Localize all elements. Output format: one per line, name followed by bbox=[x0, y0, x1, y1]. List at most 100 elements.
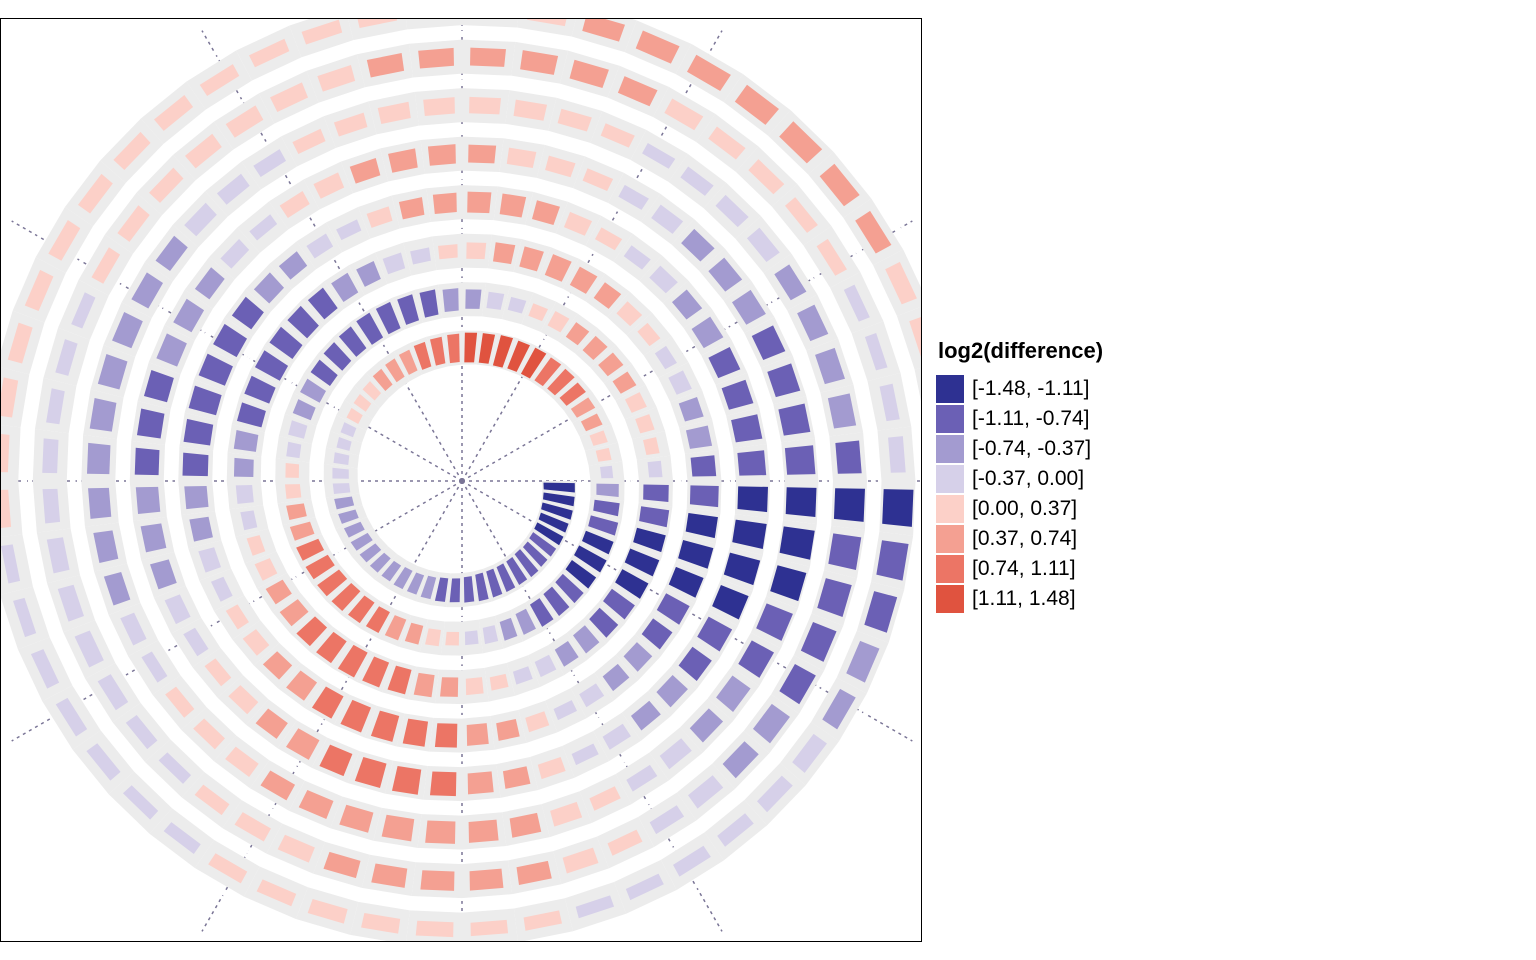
spiral-bar bbox=[864, 591, 898, 633]
spiral-bar bbox=[313, 172, 345, 199]
spiral-bar bbox=[543, 492, 575, 507]
spiral-bar bbox=[588, 515, 619, 536]
spiral-bar bbox=[278, 251, 308, 280]
spiral-bar bbox=[507, 296, 527, 314]
spiral-bar bbox=[256, 879, 297, 907]
spiral-bar bbox=[269, 326, 303, 360]
spiral-bar bbox=[708, 257, 743, 292]
spiral-bar bbox=[154, 94, 194, 131]
spiral-bar bbox=[554, 641, 579, 667]
spiral-bar bbox=[117, 205, 150, 242]
spiral-bar bbox=[404, 622, 424, 645]
spiral-bar bbox=[656, 593, 690, 625]
spiral-bar bbox=[520, 347, 547, 379]
spiral-bar bbox=[623, 245, 651, 270]
spiral-bar bbox=[372, 368, 393, 391]
spiral-bar bbox=[189, 516, 213, 542]
spiral-bar bbox=[465, 289, 482, 309]
spiral-bar bbox=[236, 402, 266, 428]
spiral-bar bbox=[678, 397, 704, 422]
spiral-bar bbox=[74, 630, 104, 668]
spiral-bar bbox=[377, 101, 411, 125]
spiral-bar bbox=[225, 604, 249, 630]
spiral-bar bbox=[668, 566, 704, 598]
spiral-bar bbox=[519, 246, 544, 272]
spiral-bar bbox=[785, 197, 818, 233]
spiral-bar bbox=[103, 572, 131, 606]
spiral-bar bbox=[354, 757, 387, 789]
spiral-bar bbox=[557, 108, 592, 132]
spiral-bar bbox=[220, 238, 250, 269]
spiral-bar bbox=[136, 408, 165, 439]
spiral-bar bbox=[397, 294, 420, 325]
spiral-bar bbox=[77, 173, 113, 214]
spiral-bar bbox=[143, 370, 174, 403]
spiral-bar bbox=[388, 148, 418, 173]
spiral-bar bbox=[731, 414, 763, 443]
legend-swatch bbox=[936, 555, 964, 583]
spiral-bar bbox=[876, 540, 909, 581]
spiral-bar bbox=[737, 486, 769, 513]
spiral-bar bbox=[135, 486, 161, 514]
spiral-bar bbox=[194, 784, 230, 816]
spiral-bar bbox=[447, 333, 460, 364]
turn-separator bbox=[120, 127, 828, 810]
spiral-bar bbox=[513, 99, 548, 121]
spiral-bar bbox=[833, 488, 865, 522]
spiral-bar bbox=[690, 455, 717, 477]
spiral-bar bbox=[438, 244, 458, 260]
spiral-bar bbox=[434, 577, 449, 602]
spiral-bar bbox=[545, 155, 576, 178]
spiral-bar bbox=[580, 413, 603, 432]
spiral-bar bbox=[478, 333, 496, 364]
spiral-bar bbox=[361, 912, 401, 934]
spiral-bar bbox=[286, 670, 318, 701]
turn-separator bbox=[23, 30, 921, 907]
spiral-bar bbox=[285, 728, 320, 760]
spiral-bar bbox=[779, 121, 823, 164]
spiral-bar bbox=[617, 76, 658, 107]
spiral-bar bbox=[183, 627, 209, 657]
spiral-bar bbox=[46, 388, 65, 425]
spiral-bar bbox=[529, 598, 554, 627]
spiral-bar bbox=[499, 617, 518, 641]
spiral-bar bbox=[635, 414, 655, 434]
spiral-bar bbox=[413, 672, 435, 698]
spiral-bar bbox=[589, 607, 619, 638]
spiral-bar bbox=[249, 214, 278, 241]
legend-swatch bbox=[936, 405, 964, 433]
spiral-bar bbox=[909, 317, 921, 357]
spiral-bar bbox=[678, 540, 714, 569]
spiral-bar bbox=[574, 545, 607, 573]
spiral-bar bbox=[785, 487, 817, 517]
turn-separator bbox=[266, 273, 682, 665]
spiral-bar bbox=[425, 628, 441, 647]
track-separators bbox=[1, 19, 921, 941]
spiral-bar bbox=[198, 353, 233, 386]
legend-label: [0.74, 1.11] bbox=[972, 557, 1076, 580]
spiral-bar bbox=[649, 265, 678, 294]
spiral-bar bbox=[543, 586, 570, 616]
legend-item: [-1.48, -1.11] bbox=[936, 374, 1103, 404]
spiral-bar bbox=[93, 530, 119, 563]
spiral-bar bbox=[375, 301, 401, 335]
spiral-bar bbox=[467, 771, 494, 795]
spiral-bar bbox=[464, 630, 479, 646]
spiral-bar bbox=[827, 393, 857, 429]
spiral-bar bbox=[748, 159, 785, 195]
spiral-bar bbox=[514, 549, 539, 578]
spiral-bar bbox=[288, 420, 308, 439]
spiral-bar bbox=[357, 19, 398, 28]
legend-title: log2(difference) bbox=[938, 338, 1104, 363]
spiral-bar bbox=[240, 510, 258, 531]
spiral-bar bbox=[626, 764, 658, 792]
spiral-bar bbox=[678, 646, 712, 681]
spiral-bar bbox=[822, 688, 856, 730]
spiral-bar bbox=[582, 168, 614, 192]
spiral-bar bbox=[496, 718, 520, 741]
spiral-bar bbox=[418, 47, 454, 69]
spiral-bar bbox=[559, 382, 586, 406]
spiral-bar bbox=[384, 615, 407, 641]
spiral-bar bbox=[467, 191, 492, 214]
spiral-bar bbox=[691, 316, 724, 349]
